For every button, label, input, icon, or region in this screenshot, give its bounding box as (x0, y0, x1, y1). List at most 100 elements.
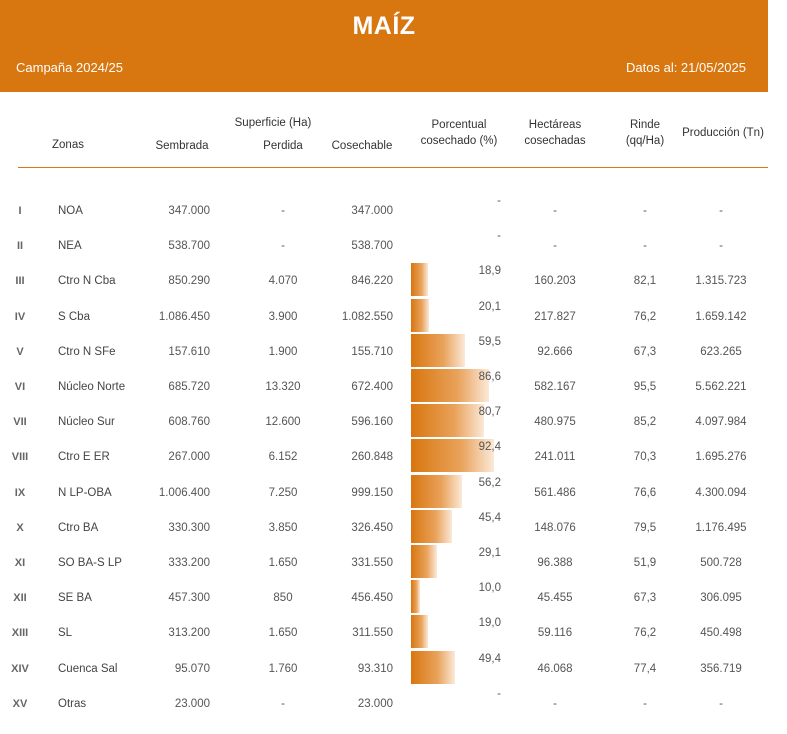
hectareas-value: 96.388 (537, 557, 573, 569)
sembrada-value: 685.720 (168, 381, 210, 393)
zone-number: IX (14, 486, 26, 499)
porcentual-value: 29,1 (478, 547, 501, 559)
produccion-value: - (719, 240, 723, 253)
page-title: MAÍZ (352, 12, 416, 40)
hectareas-value: 92.666 (537, 345, 573, 358)
produccion-value: 1.176.495 (695, 521, 747, 534)
progress-bar (411, 545, 438, 578)
progress-bar (411, 474, 462, 508)
zone-number: XIV (11, 662, 29, 675)
hectareas-value: - (553, 205, 557, 217)
table-row: XII SE BA 457.300 850 456.450 10,0 45.455 67,3 3… (0, 580, 787, 615)
rinde-value: 82,1 (633, 275, 657, 288)
zone-name: S Cba (58, 310, 90, 323)
produccion-value: 1.695.276 (695, 451, 747, 464)
table-row: VII Núcleo Sur 608.760 12.600 596.160 80,7 480… (0, 404, 787, 439)
zone-number: III (15, 275, 25, 288)
hectareas-value: 148.076 (534, 521, 576, 534)
hectareas-value: 160.203 (534, 275, 576, 288)
data-date-label: Datos al: 21/05/2025 (626, 60, 746, 75)
produccion-value: 450.498 (700, 627, 742, 640)
produccion-value: - (719, 205, 723, 217)
porcentual-value: 92,4 (478, 441, 501, 454)
zone-name: SE BA (58, 592, 92, 605)
zone-number: VII (13, 416, 27, 429)
rinde-value: 67,3 (633, 345, 657, 358)
zone-name: Cuenca Sal (58, 662, 118, 675)
produccion-value: 623.265 (700, 345, 742, 358)
title-banner: MAÍZ Campaña 2024/25 Datos al: 21/05/202… (0, 0, 768, 92)
cosechable-value: 331.550 (351, 557, 393, 569)
porcentual-value: 49,4 (478, 652, 501, 665)
header-rinde: Rinde (qq/Ha) (612, 117, 678, 149)
rinde-value: 77,4 (633, 662, 657, 675)
porcentual-value: 10,0 (478, 582, 501, 595)
header-cosechable: Cosechable (331, 140, 393, 152)
produccion-value: 500.728 (700, 557, 742, 569)
produccion-value: 4.097.984 (695, 416, 747, 429)
progress-bar (411, 369, 489, 402)
zone-name: Otras (58, 697, 87, 710)
hectareas-value: - (553, 240, 557, 253)
rinde-value: 79,5 (633, 521, 657, 534)
cosechable-value: 846.220 (351, 275, 393, 288)
header-porcentual: Porcentual cosechado (%) (404, 117, 514, 149)
sembrada-value: 608.760 (168, 416, 210, 429)
table-row: IX N LP-OBA 1.006.400 7.250 999.150 56,2 561.4… (0, 474, 787, 510)
perdida-value: 850 (273, 592, 293, 605)
perdida-value: 1.650 (268, 557, 298, 569)
zone-number: XII (13, 592, 27, 605)
cosechable-value: 93.310 (357, 662, 393, 675)
sembrada-value: 95.070 (174, 662, 210, 675)
zone-number: XV (12, 697, 28, 710)
zone-number: XIII (11, 627, 29, 640)
table-row: XIV Cuenca Sal 95.070 1.760 93.310 49,4 46.068… (0, 650, 787, 686)
zone-name: SO BA-S LP (58, 557, 122, 569)
progress-bar (411, 298, 430, 332)
perdida-value: 13.320 (265, 381, 301, 393)
rinde-value: - (643, 240, 647, 253)
porcentual-value: 86,6 (478, 371, 501, 383)
zone-name: Ctro E ER (58, 451, 110, 464)
zone-number: II (16, 240, 24, 253)
sembrada-value: 313.200 (168, 627, 210, 640)
header-rinde-line1: Rinde (629, 119, 661, 131)
campaign-label: Campaña 2024/25 (16, 60, 123, 75)
perdida-value: 6.152 (268, 451, 298, 464)
sembrada-value: 1.086.450 (158, 310, 210, 323)
cosechable-value: 1.082.550 (341, 310, 393, 323)
hectareas-value: 480.975 (534, 416, 576, 429)
zone-number: V (16, 345, 24, 358)
table-row: XI SO BA-S LP 333.200 1.650 331.550 29,1 96.38… (0, 545, 787, 580)
zone-name: Ctro BA (58, 521, 99, 534)
produccion-value: 4.300.094 (695, 486, 747, 499)
perdida-value: - (281, 240, 285, 253)
perdida-value: 4.070 (268, 275, 298, 288)
header-hectareas-line1: Hectáreas (528, 119, 582, 131)
cosechable-value: 596.160 (351, 416, 393, 429)
header-produccion: Producción (Tn) (682, 127, 764, 139)
cosechable-value: 155.710 (351, 345, 393, 358)
perdida-value: - (281, 697, 285, 710)
table-row: I NOA 347.000 - 347.000 - - - - (0, 193, 787, 228)
produccion-value: 1.659.142 (695, 310, 747, 323)
produccion-value: 5.562.221 (695, 381, 747, 393)
hectareas-value: 59.116 (537, 627, 573, 640)
table-row: IV S Cba 1.086.450 3.900 1.082.550 20,1 217.82… (0, 298, 787, 334)
perdida-value: 1.650 (268, 627, 298, 640)
table-row: III Ctro N Cba 850.290 4.070 846.220 18,9 160.… (0, 263, 787, 298)
produccion-value: - (719, 697, 723, 710)
produccion-value: 306.095 (700, 592, 742, 605)
sembrada-value: 267.000 (168, 451, 210, 464)
hectareas-value: 561.486 (534, 486, 576, 499)
header-perdida: Perdida (263, 140, 303, 152)
porcentual-value: - (497, 687, 501, 700)
progress-bar (411, 404, 484, 438)
porcentual-value: 20,1 (478, 300, 501, 313)
table-row: X Ctro BA 330.300 3.850 326.450 45,4 148.076 79… (0, 509, 787, 545)
zone-name: NOA (58, 205, 83, 217)
header-porcentual-line1: Porcentual (431, 119, 487, 131)
zone-name: N LP-OBA (58, 486, 112, 499)
hectareas-value: - (553, 697, 557, 710)
sembrada-value: 347.000 (168, 205, 210, 217)
